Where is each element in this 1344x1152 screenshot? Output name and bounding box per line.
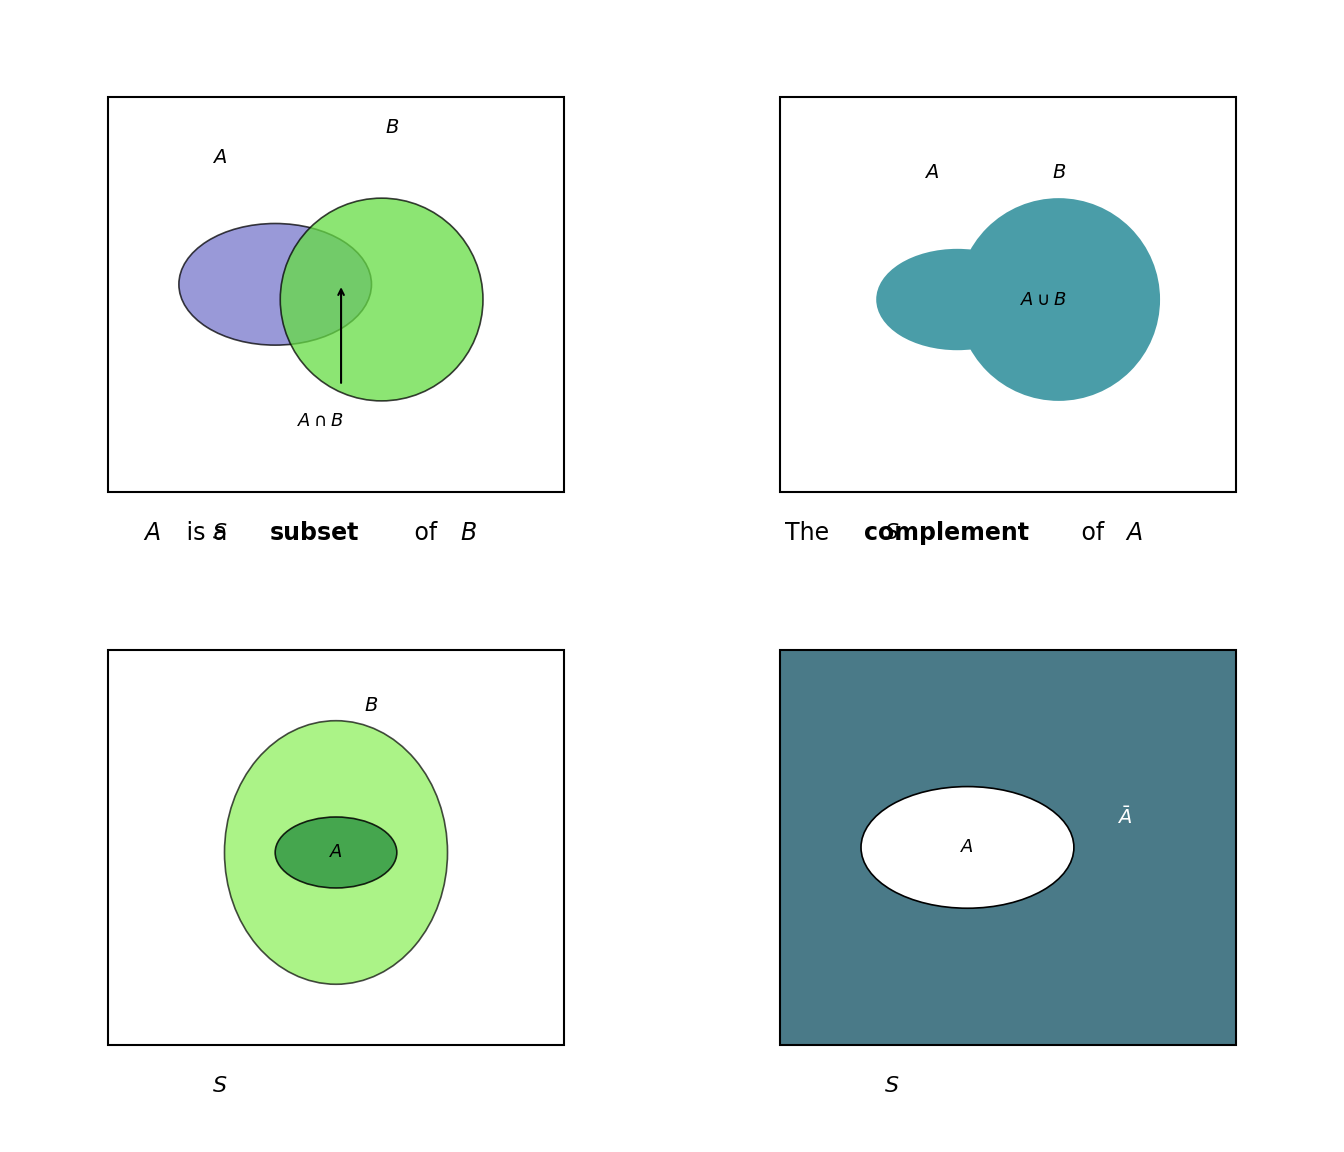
Text: $A$: $A$ [961,839,974,856]
Text: subset: subset [270,521,359,545]
Text: $A$: $A$ [144,521,161,545]
Text: $B$: $B$ [364,696,379,715]
Ellipse shape [862,787,1074,908]
Ellipse shape [179,223,371,346]
Text: The: The [785,521,836,545]
Text: of: of [407,521,445,545]
Ellipse shape [276,817,396,888]
Ellipse shape [957,198,1160,401]
Text: $A \cup B$: $A \cup B$ [1020,290,1067,309]
FancyBboxPatch shape [108,650,564,1045]
Text: of: of [1074,521,1111,545]
Text: $B$: $B$ [460,521,477,545]
Ellipse shape [224,721,448,984]
Text: $A \cap B$: $A \cap B$ [297,412,344,430]
Text: $A$: $A$ [1125,521,1142,545]
Text: $S$: $S$ [212,523,227,543]
Text: complement: complement [864,521,1028,545]
FancyBboxPatch shape [780,97,1236,492]
Ellipse shape [876,249,1039,350]
FancyBboxPatch shape [780,650,1236,1045]
Text: $S$: $S$ [884,523,899,543]
Text: $B$: $B$ [384,118,399,137]
Text: $S$: $S$ [884,1076,899,1096]
Text: $A$: $A$ [212,149,227,167]
Text: $\bar{A}$: $\bar{A}$ [1117,806,1132,828]
Ellipse shape [281,198,482,401]
Text: is a: is a [179,521,235,545]
Text: $A$: $A$ [329,843,343,862]
Text: $S$: $S$ [212,1076,227,1096]
Text: $A$: $A$ [925,164,939,182]
Text: $B$: $B$ [1051,164,1066,182]
FancyBboxPatch shape [108,97,564,492]
